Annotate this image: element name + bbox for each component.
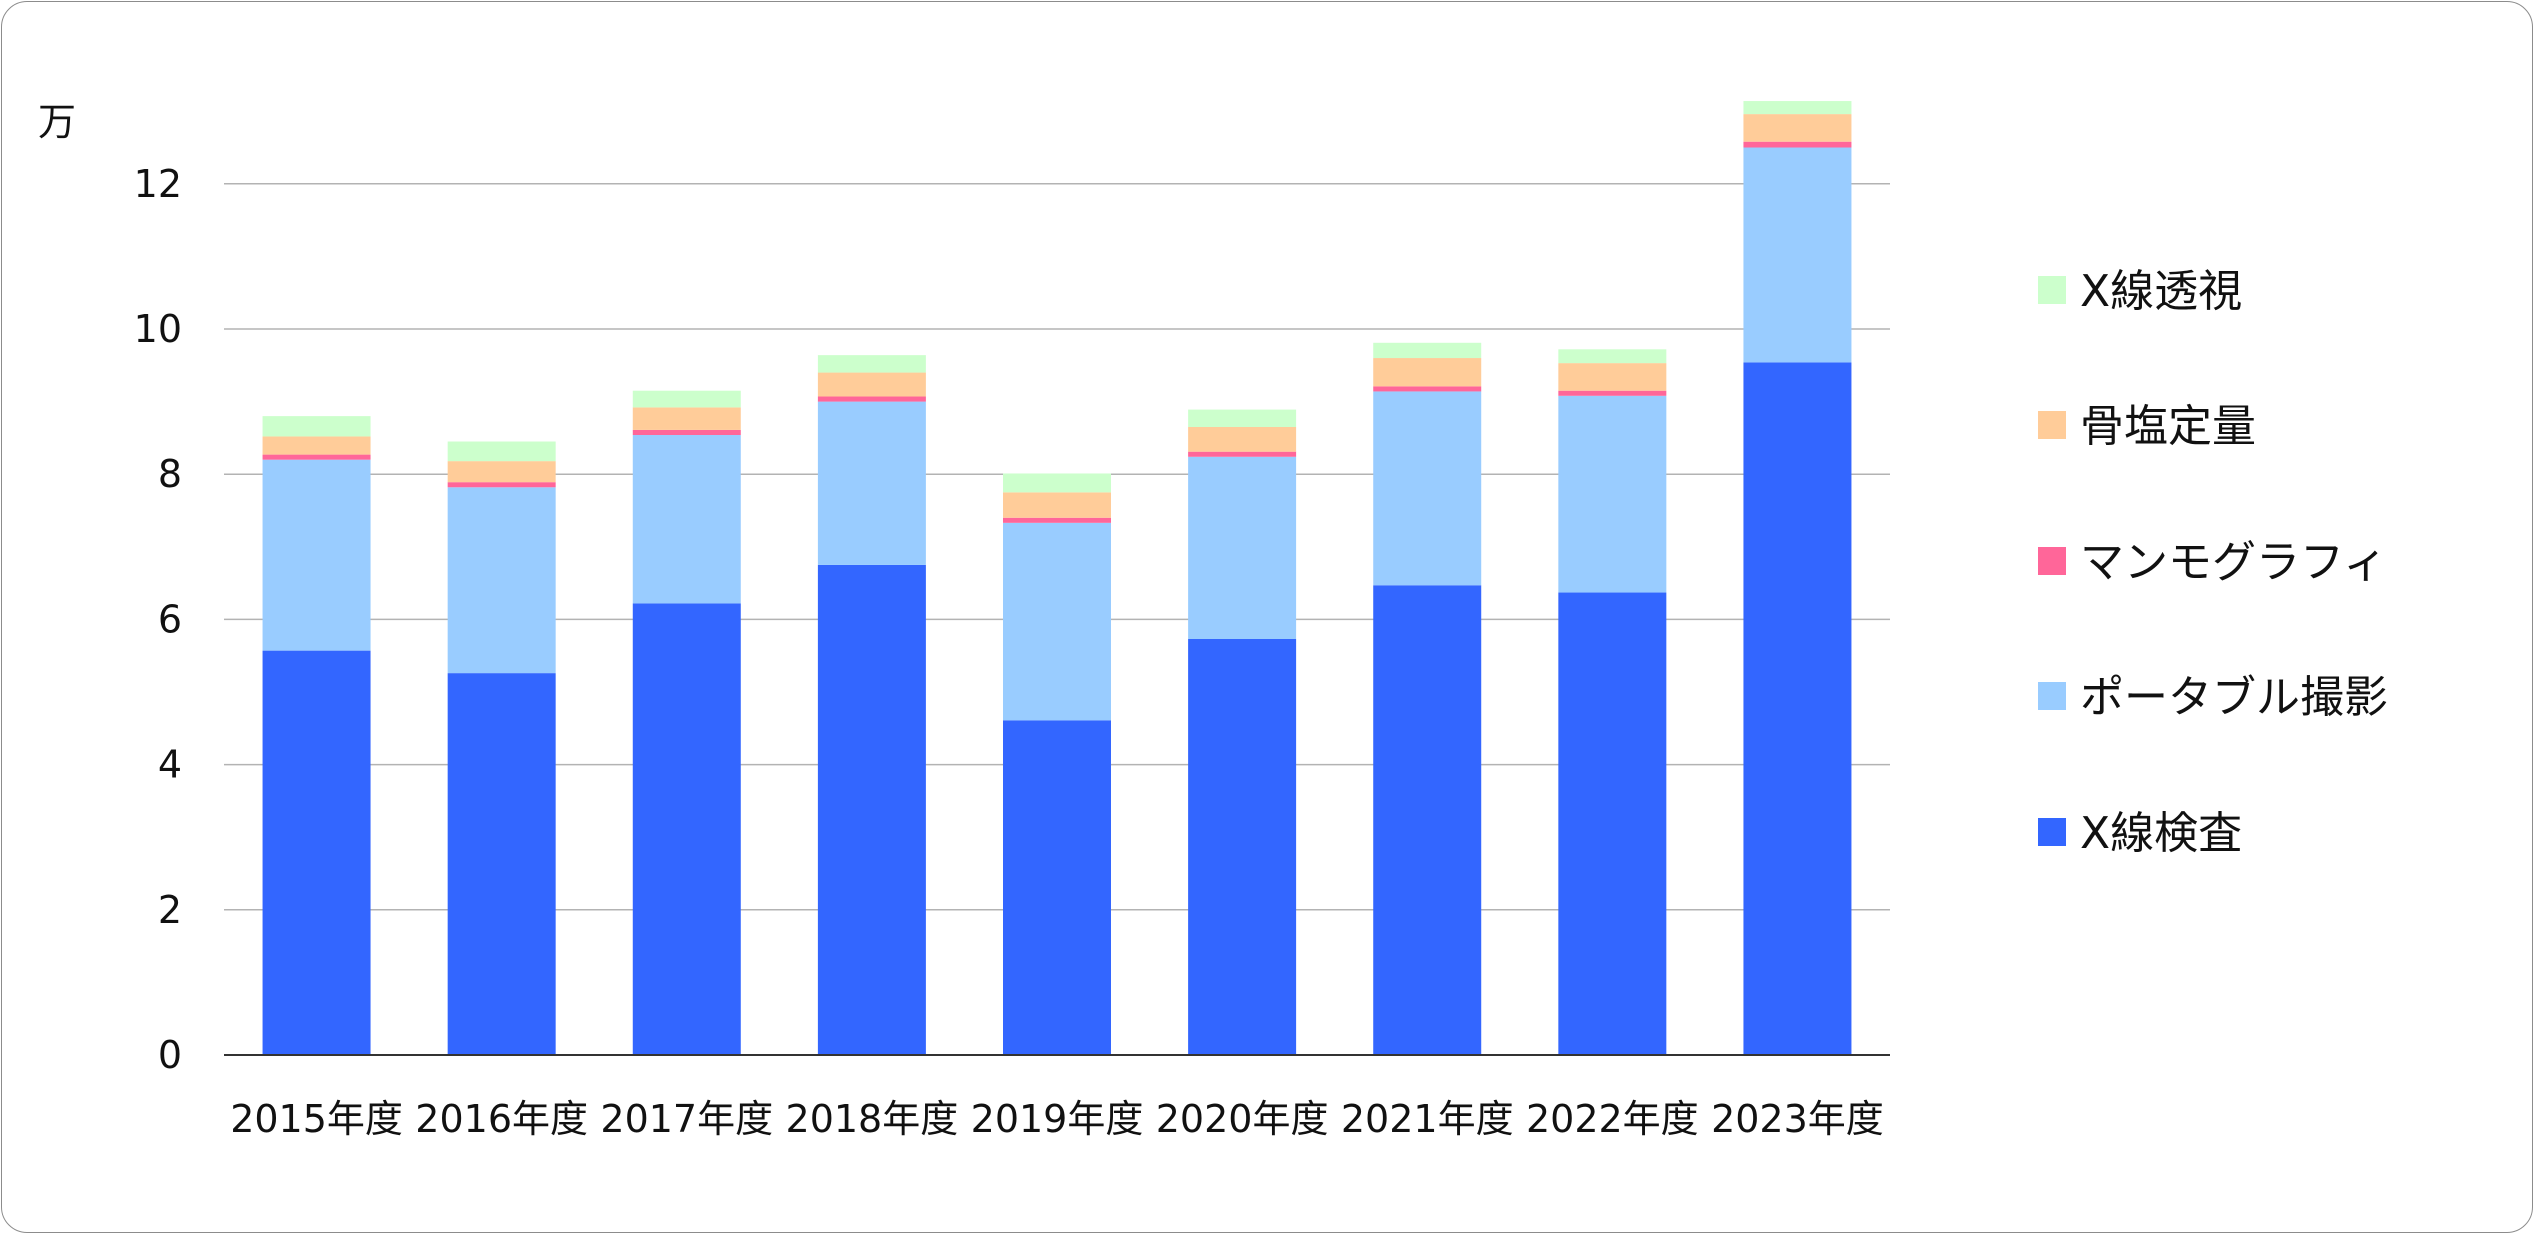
bar-segment: [1188, 427, 1297, 452]
bar-segment: [1188, 409, 1297, 428]
bar-segment: [632, 429, 741, 435]
x-tick-label: 2023年度: [1711, 1097, 1884, 1141]
bar-segment: [1743, 362, 1852, 1055]
bar-segment: [632, 390, 741, 408]
legend-swatch: [2038, 276, 2066, 304]
y-tick-label: 2: [158, 888, 182, 932]
legend-label: X線検査: [2080, 808, 2242, 859]
bar-segment: [447, 482, 556, 488]
bars: [262, 101, 1852, 1055]
bar-segment: [1743, 114, 1852, 142]
y-tick-label: 8: [158, 452, 182, 496]
bar-segment: [817, 401, 926, 565]
bar-segment: [1373, 358, 1482, 387]
y-axis-unit-label: 万: [38, 100, 76, 144]
bar-segment: [632, 407, 741, 430]
legend-swatch: [2038, 411, 2066, 439]
legend-swatch: [2038, 682, 2066, 710]
bar-segment: [1373, 386, 1482, 392]
bar-segment: [1003, 522, 1111, 721]
bar-segment: [1743, 141, 1852, 148]
bar-segment: [817, 355, 926, 373]
bar-segment: [817, 372, 926, 397]
bar-segment: [1373, 585, 1482, 1055]
bar-segment: [1558, 363, 1667, 391]
legend-label: 骨塩定量: [2080, 401, 2256, 452]
legend-swatch: [2038, 818, 2066, 846]
bar-segment: [1003, 517, 1111, 523]
legend-label: X線透視: [2080, 266, 2242, 317]
x-tick-label: 2021年度: [1341, 1097, 1514, 1141]
bar-segment: [817, 396, 926, 402]
legend-swatch: [2038, 547, 2066, 575]
bar-segment: [447, 487, 556, 674]
bar-segment: [1373, 342, 1482, 359]
bar-segment: [817, 564, 926, 1055]
x-axis-ticks: 2015年度 2016年度 2017年度 2018年度 2019年度 2020年度 2021…: [230, 1097, 1884, 1141]
bar-segment: [1003, 720, 1111, 1055]
bar-segment: [1558, 349, 1667, 364]
bar-segment: [1188, 639, 1297, 1055]
bar-segment: [1188, 456, 1297, 640]
bar-segment: [1558, 390, 1667, 396]
bar-segment: [632, 603, 741, 1055]
x-tick-label: 2015年度: [230, 1097, 403, 1141]
bar-segment: [1003, 492, 1111, 518]
bar-segment: [1558, 395, 1667, 593]
x-tick-label: 2020年度: [1156, 1097, 1329, 1141]
y-tick-label: 6: [158, 597, 182, 641]
x-tick-label: 2022年度: [1526, 1097, 1699, 1141]
bar-segment: [1003, 473, 1111, 493]
bar-segment: [262, 436, 371, 455]
bar-segment: [262, 416, 371, 437]
bar-segment: [1373, 391, 1482, 586]
legend-label: ポータブル撮影: [2080, 672, 2388, 723]
y-tick-label: 4: [158, 743, 182, 787]
bar-segment: [262, 454, 371, 460]
y-tick-label: 12: [134, 162, 182, 206]
bar-segment: [632, 434, 741, 604]
bar-segment: [1743, 101, 1852, 115]
bar-segment: [1188, 451, 1297, 457]
bar-segment: [447, 441, 556, 462]
y-axis-ticks: 0 2 4 6 8 10 12: [134, 162, 182, 1077]
bar-segment: [1743, 147, 1852, 363]
bar-segment: [447, 673, 556, 1055]
legend-label: マンモグラフィ: [2080, 537, 2387, 588]
x-tick-label: 2019年度: [971, 1097, 1144, 1141]
x-tick-label: 2017年度: [600, 1097, 773, 1141]
bar-segment: [262, 650, 371, 1055]
bar-segment: [1558, 592, 1667, 1055]
bar-segment: [447, 461, 556, 483]
x-tick-label: 2018年度: [786, 1097, 959, 1141]
y-tick-label: 10: [134, 307, 182, 351]
x-tick-label: 2016年度: [415, 1097, 588, 1141]
bar-segment: [262, 459, 371, 651]
y-tick-label: 0: [158, 1033, 182, 1077]
